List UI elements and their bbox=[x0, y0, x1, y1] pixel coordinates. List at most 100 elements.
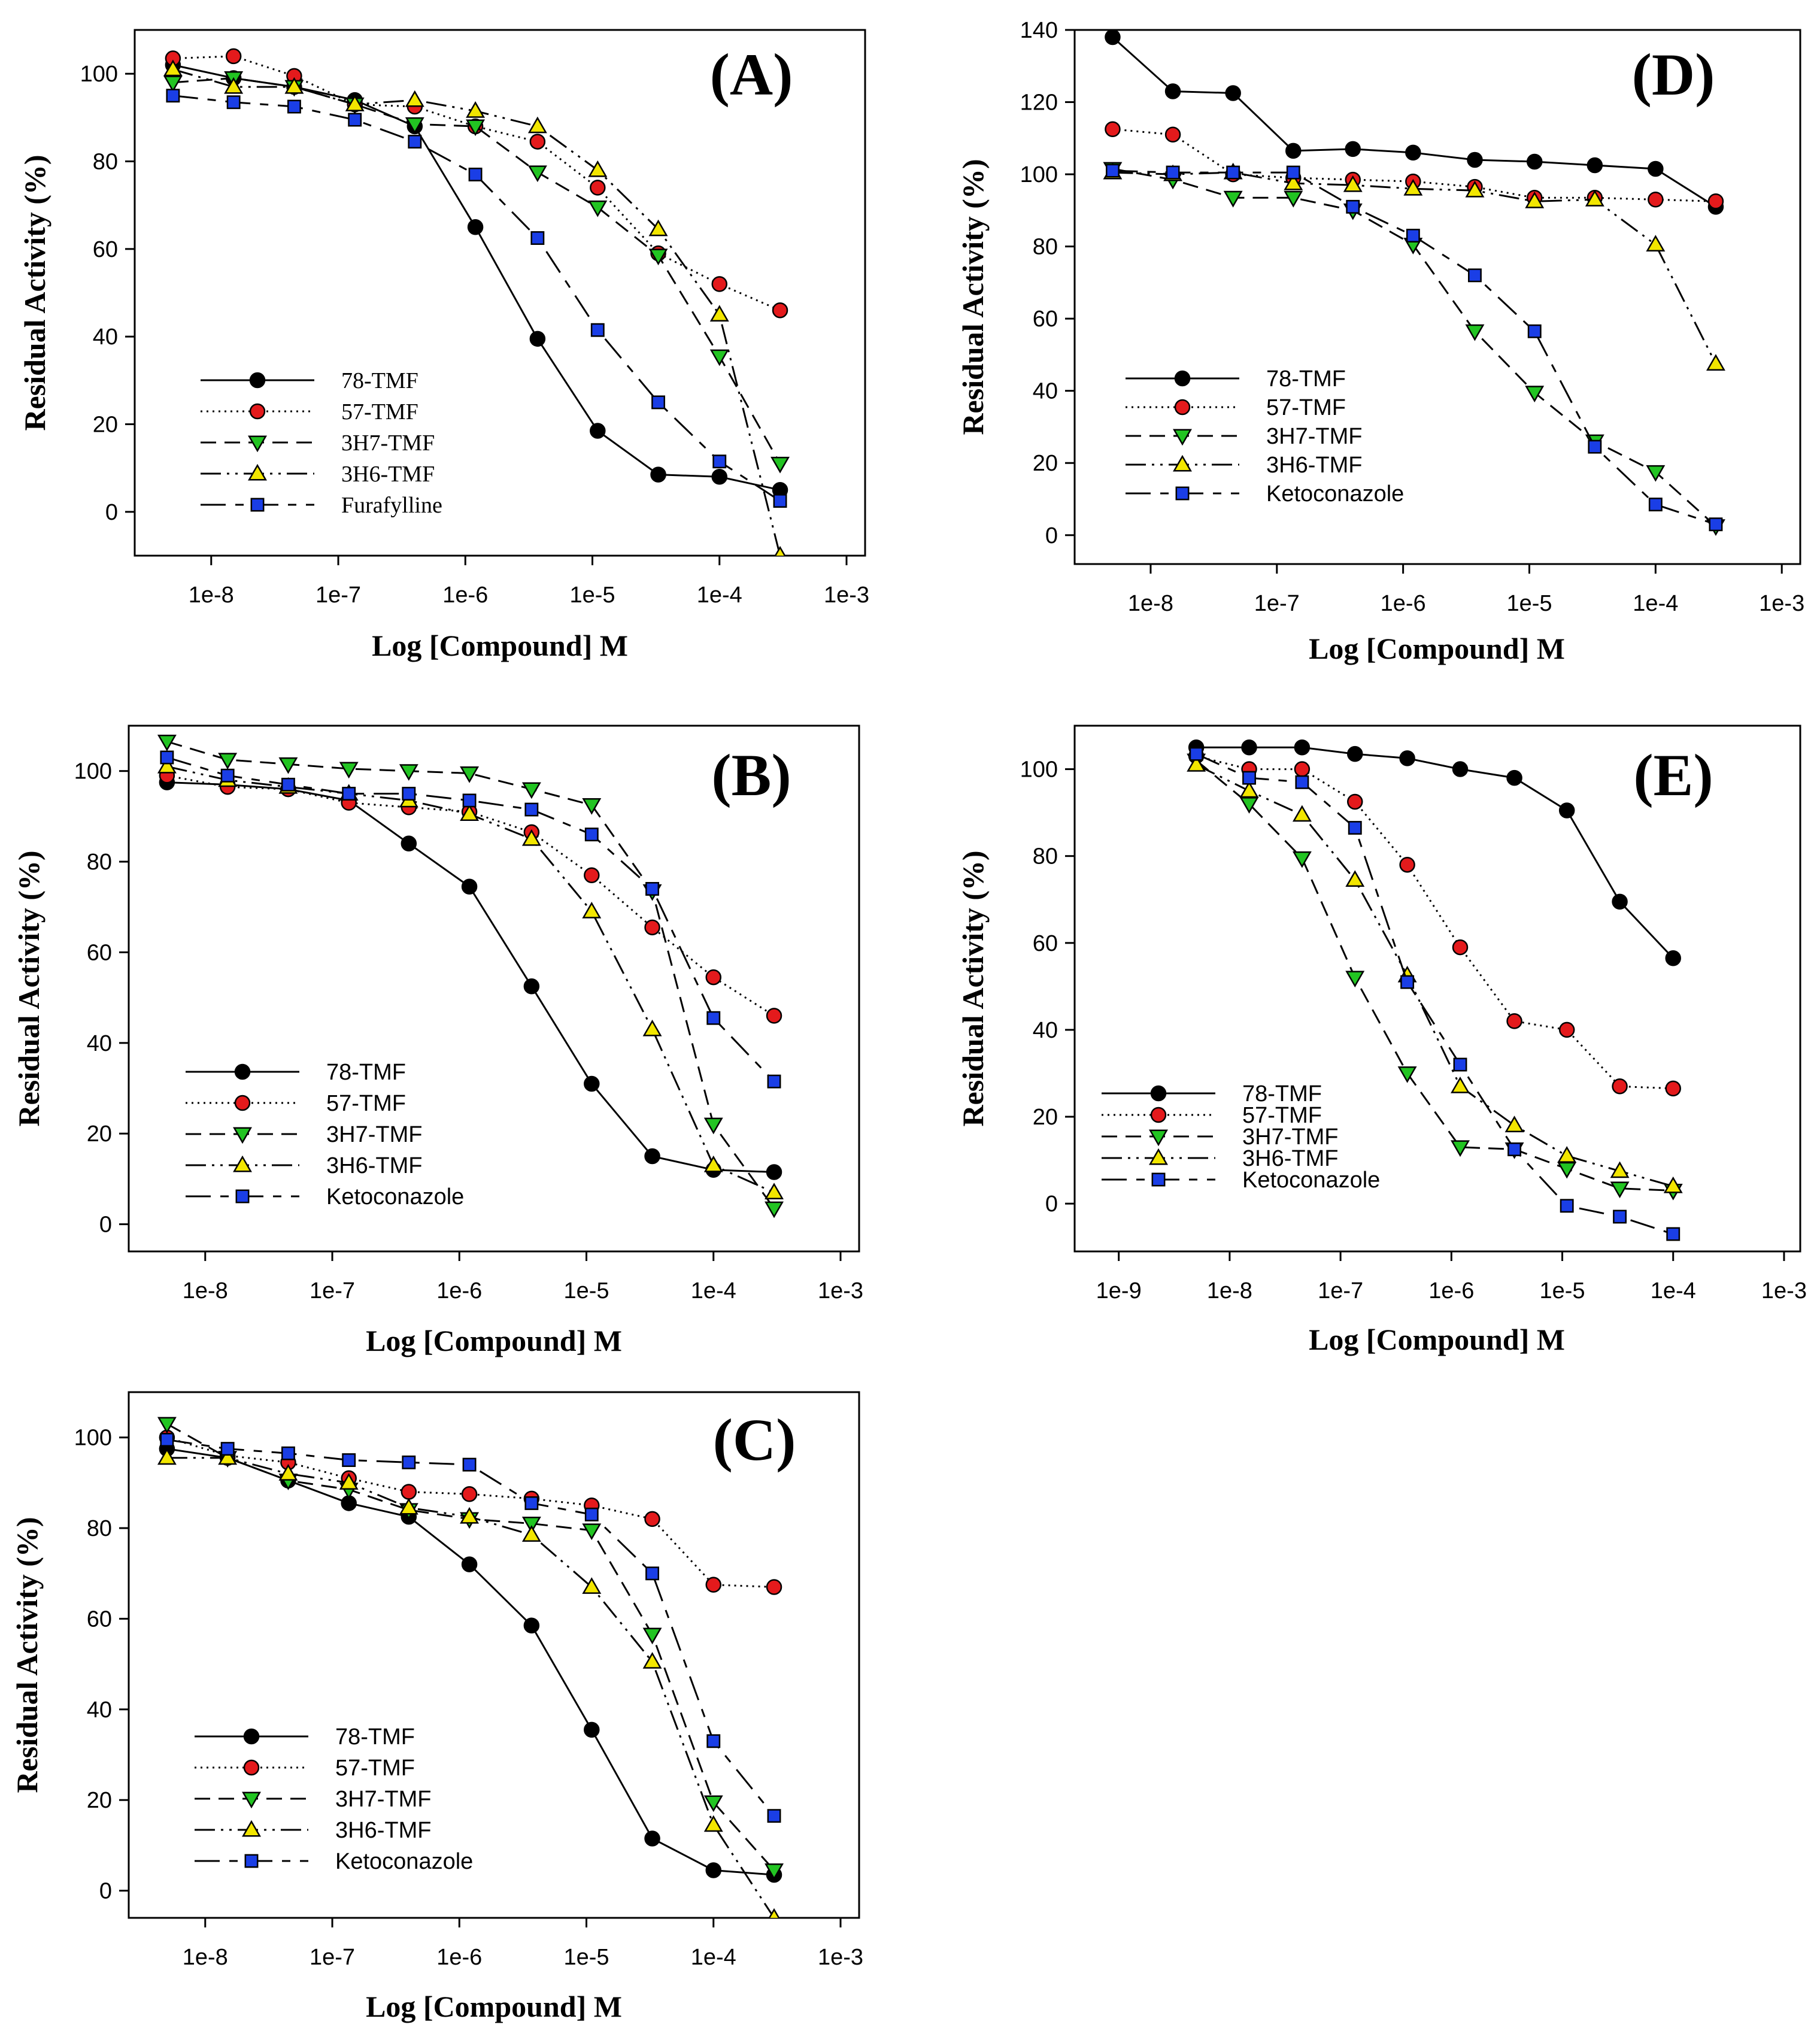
legend-label: 3H7-TMF bbox=[341, 431, 435, 456]
data-point-circle-marker bbox=[1665, 1080, 1681, 1097]
x-axis-ticks: 1e-8 1e-7 1e-6 1e-5 1e-4 1e-3 bbox=[183, 1251, 863, 1304]
data-point-triangle-down-marker bbox=[709, 349, 729, 366]
x-tick-label: 1e-7 bbox=[316, 583, 361, 608]
data-point-triangle-down-marker bbox=[1525, 386, 1545, 403]
data-point-square-marker bbox=[767, 1809, 781, 1823]
data-point-square-marker bbox=[1400, 975, 1415, 989]
plot-frame bbox=[128, 725, 860, 1253]
legend-item-78-tmf: 78-TMF bbox=[186, 1060, 406, 1085]
data-point-circle-marker bbox=[467, 219, 484, 235]
x-tick-label: 1e-4 bbox=[691, 1278, 736, 1304]
series-layer bbox=[157, 735, 784, 1218]
y-axis-title: Residual Activity (%) bbox=[12, 850, 46, 1126]
y-tick-label: 80 bbox=[1033, 235, 1058, 260]
x-tick-label: 1e-8 bbox=[183, 1278, 228, 1304]
legend-label: 3H6-TMF bbox=[335, 1818, 431, 1843]
legend: 78-TMF 57-TMF 3H7-TMF 3H6-TMF Ketoconazole bbox=[186, 1060, 464, 1210]
data-point-triangle-down-marker bbox=[1397, 1066, 1417, 1083]
data-point-circle-marker bbox=[705, 1577, 721, 1593]
legend-item-78-tmf: 78-TMF bbox=[195, 1724, 415, 1750]
data-point-circle-marker bbox=[523, 1617, 540, 1634]
x-tick-label: 1e-5 bbox=[1539, 1278, 1585, 1304]
data-point-triangle-up-marker bbox=[1706, 354, 1725, 371]
data-point-square-marker bbox=[1106, 163, 1120, 178]
data-point-triangle-down-marker bbox=[466, 119, 486, 137]
legend-circle-marker bbox=[1174, 399, 1191, 416]
data-point-square-marker bbox=[1226, 165, 1240, 180]
data-point-triangle-up-marker bbox=[1187, 754, 1206, 772]
y-tick-label: 80 bbox=[93, 150, 118, 175]
x-tick-label: 1e-5 bbox=[563, 1945, 609, 1970]
data-point-circle-marker bbox=[1241, 739, 1257, 756]
data-point-square-marker bbox=[1527, 324, 1542, 338]
data-point-triangle-up-marker bbox=[582, 1577, 602, 1594]
data-point-square-marker bbox=[773, 494, 787, 508]
x-tick-label: 1e-8 bbox=[183, 1945, 228, 1970]
data-point-triangle-up-marker bbox=[1292, 805, 1312, 822]
legend-item-3h6-tmf: 3H6-TMF bbox=[186, 1153, 422, 1178]
y-tick-label: 100 bbox=[1020, 162, 1058, 187]
data-point-triangle-up-marker bbox=[224, 77, 244, 94]
panel-title: (B) bbox=[711, 742, 791, 808]
data-point-triangle-up-marker bbox=[703, 1155, 723, 1172]
legend-label: 3H7-TMF bbox=[1266, 424, 1362, 449]
data-point-circle-marker bbox=[1225, 85, 1241, 101]
data-point-triangle-down-marker bbox=[703, 1117, 723, 1135]
legend-item-ketoconazole: Ketoconazole bbox=[186, 1184, 464, 1210]
legend-triangle-up-marker bbox=[1149, 1148, 1168, 1165]
legend-item-57-tmf: 57-TMF bbox=[1102, 1103, 1322, 1128]
series-line bbox=[166, 756, 775, 1083]
legend-label: 57-TMF bbox=[1242, 1103, 1322, 1128]
data-point-triangle-up-marker bbox=[1451, 1076, 1470, 1093]
y-tick-label: 20 bbox=[87, 1121, 112, 1147]
data-point-square-marker bbox=[1295, 775, 1309, 789]
y-axis-ticks: 0 20 40 60 80 100 bbox=[74, 1426, 129, 1904]
series-ketoconazole bbox=[1106, 163, 1723, 532]
data-point-circle-marker bbox=[1105, 121, 1121, 137]
legend-item-3h7-tmf: 3H7-TMF bbox=[195, 1787, 431, 1812]
series-line bbox=[1112, 171, 1717, 365]
panel-title: (E) bbox=[1633, 742, 1713, 808]
series-line bbox=[1196, 763, 1674, 1187]
x-axis-ticks: 1e-8 1e-7 1e-6 1e-5 1e-4 1e-3 bbox=[1128, 564, 1804, 616]
data-point-square-marker bbox=[767, 1074, 781, 1089]
legend-circle-marker bbox=[249, 403, 266, 420]
y-tick-label: 100 bbox=[80, 62, 118, 87]
data-point-square-marker bbox=[584, 1507, 599, 1521]
data-point-circle-marker bbox=[590, 180, 606, 196]
data-point-circle-marker bbox=[1405, 144, 1421, 161]
data-point-triangle-up-marker bbox=[768, 1908, 780, 1918]
x-tick-label: 1e-6 bbox=[1428, 1278, 1474, 1304]
data-point-triangle-up-marker bbox=[1610, 1161, 1630, 1178]
series-line bbox=[172, 77, 781, 465]
y-tick-label: 20 bbox=[93, 413, 118, 438]
data-point-square-marker bbox=[706, 1734, 721, 1748]
legend-item-78-tmf: 78-TMF bbox=[1126, 366, 1346, 392]
data-point-square-marker bbox=[220, 768, 235, 783]
data-point-square-marker bbox=[1189, 747, 1203, 761]
data-point-square-marker bbox=[402, 1455, 416, 1469]
data-point-triangle-up-marker bbox=[157, 1448, 177, 1465]
panel-C: 0 20 40 60 80 100 1e-8 1e-7 1e-6 1e-5 1e-4 1e-3 78… bbox=[10, 1391, 863, 2023]
legend: 78-TMF 57-TMF 3H7-TMF 3H6-TMF Ketoconazole bbox=[195, 1724, 473, 1874]
legend-item-3h6-tmf: 3H6-TMF bbox=[195, 1818, 431, 1843]
data-point-triangle-down-marker bbox=[642, 1627, 662, 1645]
data-point-square-marker bbox=[1242, 771, 1256, 785]
series-line bbox=[1196, 755, 1673, 1090]
data-point-triangle-up-marker bbox=[345, 95, 365, 111]
y-tick-label: 0 bbox=[99, 1879, 112, 1904]
x-tick-label: 1e-5 bbox=[563, 1278, 609, 1304]
data-point-triangle-down-marker bbox=[527, 165, 547, 183]
y-tick-label: 60 bbox=[1033, 307, 1058, 332]
data-point-square-marker bbox=[1507, 1142, 1522, 1156]
y-tick-label: 0 bbox=[1045, 1192, 1058, 1217]
data-point-circle-marker bbox=[711, 469, 727, 485]
data-point-triangle-up-marker bbox=[642, 1019, 662, 1036]
data-point-circle-marker bbox=[1164, 126, 1181, 143]
x-axis-ticks: 1e-8 1e-7 1e-6 1e-5 1e-4 1e-3 bbox=[183, 1918, 863, 1970]
legend-square-marker bbox=[1175, 486, 1190, 501]
data-point-triangle-up-marker bbox=[1465, 180, 1485, 198]
data-point-square-marker bbox=[287, 99, 301, 114]
data-point-circle-marker bbox=[461, 1486, 478, 1502]
